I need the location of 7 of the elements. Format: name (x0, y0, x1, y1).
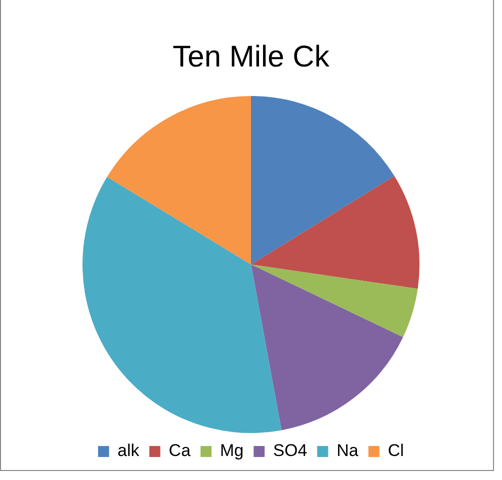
legend-label: Ca (168, 441, 192, 460)
legend-label: SO4 (273, 441, 308, 460)
legend-label: Cl (388, 441, 404, 460)
legend-label: Na (336, 441, 359, 460)
legend-label: Mg (220, 441, 244, 460)
legend-label: alk (118, 441, 140, 460)
chart-title: Ten Mile Ck (172, 40, 330, 74)
